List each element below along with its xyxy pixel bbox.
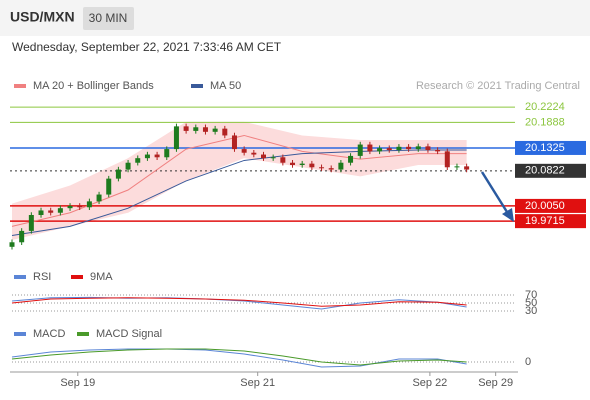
level-label: 20.2224	[525, 101, 565, 113]
x-tick-label: Sep 21	[240, 377, 275, 389]
y-tick-label: 70	[525, 289, 537, 301]
candle-body	[28, 215, 34, 231]
y-tick-label: 0	[525, 356, 531, 368]
candle-body	[96, 194, 102, 202]
level-label: 20.0822	[525, 165, 565, 177]
candle-body	[212, 128, 218, 132]
candle-body	[135, 158, 141, 163]
bollinger-band	[12, 121, 467, 240]
candle-body	[9, 242, 15, 247]
x-tick-label: Sep 22	[412, 377, 447, 389]
source: Research © 2021 Trading Central	[416, 80, 580, 92]
candle-body	[115, 169, 121, 179]
candle-body	[19, 230, 25, 243]
level-label: 20.1888	[525, 116, 565, 128]
legend-label: RSI	[33, 271, 51, 283]
indicator-line	[11, 296, 467, 310]
candle-body	[406, 146, 412, 150]
forecast-arrow	[480, 171, 514, 222]
candle-body	[86, 201, 92, 208]
legend-swatch	[14, 332, 26, 336]
candle-body	[202, 127, 208, 132]
legend-swatch	[14, 84, 26, 88]
candle-body	[154, 154, 160, 158]
timeframe-box	[83, 7, 134, 30]
candle-body	[367, 144, 373, 152]
legend-label: MA 50	[210, 80, 241, 92]
timeframe[interactable]: 30 MIN	[89, 11, 128, 25]
legend-swatch	[71, 275, 83, 279]
candle-body	[125, 162, 131, 170]
candle-body	[231, 135, 237, 150]
candle-body	[328, 168, 334, 170]
candle-body	[241, 149, 247, 153]
legend-swatch	[77, 332, 89, 336]
candle-body	[144, 154, 150, 159]
candle-body	[164, 149, 170, 158]
candle-body	[77, 205, 83, 208]
candle-body	[425, 146, 431, 150]
level-label-box	[515, 198, 586, 213]
candle-body	[415, 146, 421, 150]
indicator-line	[11, 348, 467, 368]
y-tick-label: 50	[525, 297, 537, 309]
indicator-line	[11, 348, 467, 366]
y-tick-label: 30	[525, 305, 537, 317]
level-label-box	[515, 140, 586, 155]
level-label-box	[515, 214, 586, 229]
legend-label: MACD	[33, 328, 65, 340]
level-label: 20.1325	[525, 142, 565, 154]
x-tick-label: Sep 19	[60, 377, 95, 389]
legend-label: MA 20 + Bollinger Bands	[33, 80, 154, 92]
candle-body	[299, 163, 305, 165]
candle-body	[357, 144, 363, 156]
candle-body	[309, 163, 315, 168]
candle-body	[106, 178, 112, 195]
level-label-box	[515, 163, 586, 178]
legend-swatch	[191, 84, 203, 88]
candle-body	[222, 128, 228, 136]
candle-body	[290, 162, 296, 165]
candle-body	[338, 162, 344, 170]
candle-body	[57, 208, 63, 213]
candle-body	[270, 157, 276, 159]
candle-body	[183, 126, 189, 131]
candle-body	[48, 210, 54, 213]
candle-body	[38, 210, 44, 215]
level-label: 20.0050	[525, 200, 565, 212]
candle-body	[280, 157, 286, 163]
candle-body	[319, 167, 325, 169]
candle-body	[193, 127, 199, 131]
candle-body	[173, 126, 179, 150]
candle-body	[464, 166, 470, 170]
candle-body	[454, 166, 460, 168]
symbol: USD/MXN	[10, 9, 75, 25]
candle-body	[386, 148, 392, 150]
legend-label: 9MA	[90, 271, 113, 283]
candle-body	[251, 152, 257, 155]
candle-body	[67, 205, 73, 209]
legend-swatch	[14, 275, 26, 279]
candle-body	[396, 146, 402, 150]
indicator-line	[11, 297, 467, 307]
candle-body	[444, 151, 450, 168]
candle-body	[377, 148, 383, 152]
x-tick-label: Sep 29	[478, 377, 513, 389]
candle-body	[435, 150, 441, 152]
datetime: Wednesday, September 22, 2021 7:33:46 AM…	[12, 40, 282, 54]
level-label: 19.9715	[525, 215, 565, 227]
candle-body	[261, 154, 266, 159]
candle-body	[348, 155, 354, 163]
legend-label: MACD Signal	[96, 328, 162, 340]
